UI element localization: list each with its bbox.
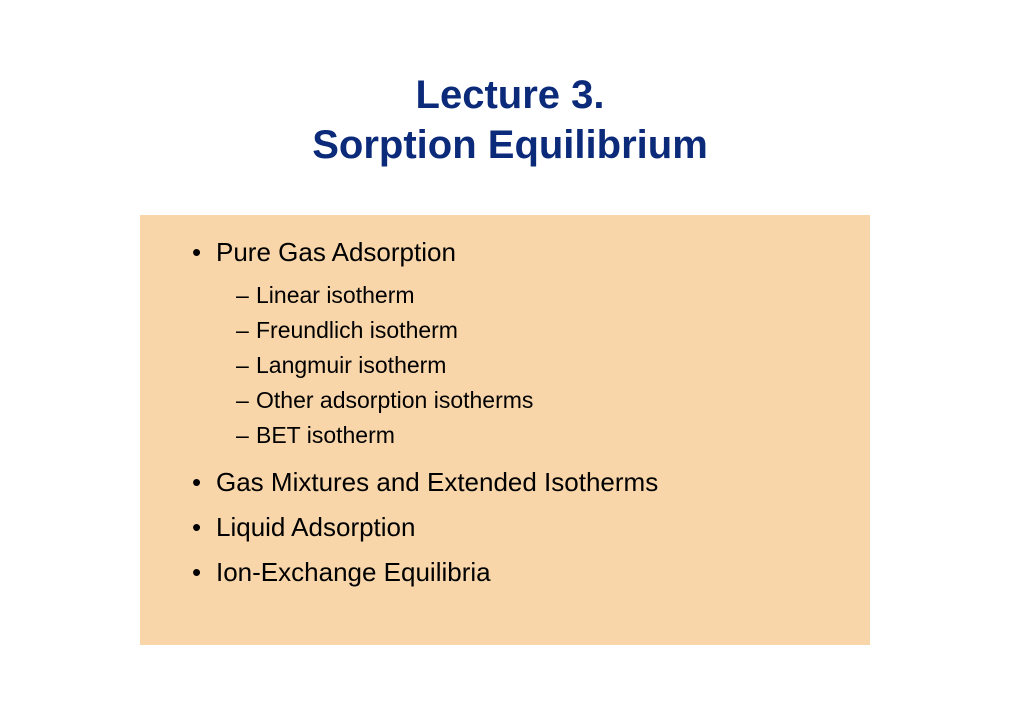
sub-list: Linear isotherm Freundlich isotherm Lang… (236, 282, 840, 449)
bullet-label: Gas Mixtures and Extended Isotherms (216, 467, 658, 497)
bullet-label: Pure Gas Adsorption (216, 237, 456, 267)
content-box: Pure Gas Adsorption Linear isotherm Freu… (140, 215, 870, 645)
sub-label: Other adsorption isotherms (256, 387, 533, 413)
bullet-item: Pure Gas Adsorption (192, 237, 840, 268)
sub-label: Linear isotherm (256, 282, 415, 308)
sub-label: BET isotherm (256, 422, 395, 448)
slide-title-block: Lecture 3. Sorption Equilibrium (0, 0, 1020, 170)
sub-item: Linear isotherm (236, 282, 840, 309)
sub-item: Freundlich isotherm (236, 317, 840, 344)
sub-label: Freundlich isotherm (256, 317, 458, 343)
title-line-1: Lecture 3. (0, 70, 1020, 120)
title-line-2: Sorption Equilibrium (0, 120, 1020, 170)
bullet-label: Ion-Exchange Equilibria (216, 557, 491, 587)
bullet-item: Gas Mixtures and Extended Isotherms (192, 467, 840, 498)
bullet-label: Liquid Adsorption (216, 512, 415, 542)
sub-item: Langmuir isotherm (236, 352, 840, 379)
bullet-item: Ion-Exchange Equilibria (192, 557, 840, 588)
sub-item: Other adsorption isotherms (236, 387, 840, 414)
sub-item: BET isotherm (236, 422, 840, 449)
sub-label: Langmuir isotherm (256, 352, 446, 378)
bullet-item: Liquid Adsorption (192, 512, 840, 543)
